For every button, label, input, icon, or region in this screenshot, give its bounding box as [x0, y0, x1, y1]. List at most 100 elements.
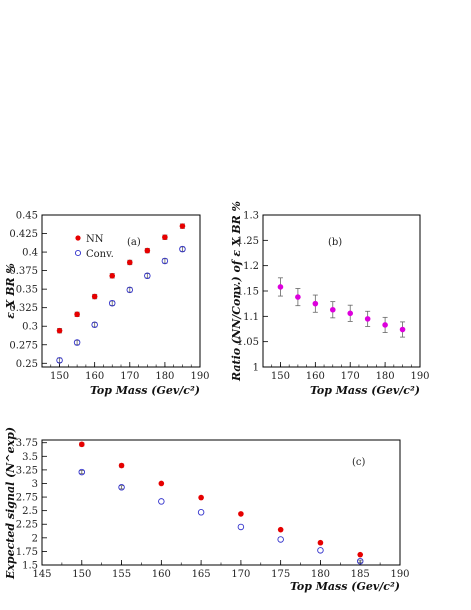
- panel-c-ytick-label: 2.75: [16, 493, 38, 504]
- panel-c-label: (c): [352, 457, 366, 468]
- data-point-filled: [357, 551, 364, 558]
- panel-a-ytick-label: 0.25: [16, 359, 38, 370]
- panel-b-xtick-label: 160: [306, 371, 325, 382]
- panel-c-xtick-label: 175: [271, 569, 290, 580]
- data-point-open: [126, 286, 134, 294]
- data-point-filled: [91, 293, 98, 300]
- panel-c-ytick-label: 2.5: [22, 506, 38, 517]
- data-point-filled: [109, 273, 116, 279]
- panel-c-ytick-label: 2: [32, 533, 38, 544]
- panel-b-xtick-label: 190: [410, 371, 429, 382]
- data-point-open: [197, 509, 205, 516]
- data-point-open: [108, 299, 116, 307]
- panel-a-ytick-label: 0.3: [22, 322, 38, 333]
- data-point-filled: [179, 223, 186, 229]
- panel-a-ytick-label: 0.375: [9, 266, 38, 277]
- panel-a-ylabel: ε X BR %: [4, 263, 17, 319]
- data-point-filled: [238, 511, 244, 517]
- panel-b-ytick-label: 1.3: [243, 211, 259, 222]
- data-point-filled: [118, 462, 125, 469]
- panel-b: 150 160 170 180 190 1 1.05 1.1 1.15 1.2 1.25 1.3 (b…: [230, 201, 430, 397]
- panel-b-ytick-label: 1.1: [243, 312, 259, 323]
- legend-label-nn: NN: [86, 234, 104, 245]
- panel-a-xtick-label: 150: [50, 371, 69, 382]
- data-point-filled: [78, 441, 85, 448]
- panel-b-ytick-label: 1.2: [243, 261, 259, 272]
- panel-c-xtick-label: 155: [112, 569, 131, 580]
- data-point-filled: [295, 294, 301, 300]
- data-point-open: [78, 468, 86, 476]
- panel-a-xlabel: Top Mass (Gev/c²): [90, 384, 200, 397]
- panel-a: 150 160 170 180 190 0.25 0.275 0.3 0.325 0.35 0.37…: [4, 211, 210, 398]
- panel-c-xtick-label: 150: [72, 569, 91, 580]
- data-point-filled: [399, 326, 406, 333]
- panel-b-xtick-label: 180: [376, 371, 395, 382]
- panel-a-ytick-label: 0.275: [9, 340, 38, 351]
- legend-label-conv: Conv.: [86, 249, 114, 260]
- panel-c-xlabel: Top Mass (Gev/c²): [290, 580, 400, 593]
- data-point-filled: [158, 480, 165, 487]
- panel-c-xtick-label: 180: [311, 569, 330, 580]
- data-point-filled: [277, 284, 284, 290]
- panel-b-ytick-label: 1: [253, 363, 259, 374]
- panel-a-legend: NN Conv.: [74, 234, 114, 260]
- panel-a-frame: [41, 214, 201, 368]
- data-point-filled: [364, 316, 371, 322]
- data-point-open: [277, 536, 284, 543]
- panel-c-ytick-label: 3.25: [16, 465, 38, 476]
- panel-a-ytick-label: 0.425: [9, 229, 38, 240]
- panel-c-ytick-label: 2.25: [16, 520, 38, 531]
- data-point-filled: [74, 311, 80, 318]
- data-point-open: [317, 547, 324, 554]
- data-point-filled: [312, 300, 319, 307]
- panel-c-ytick-label: 1.5: [22, 561, 38, 572]
- data-point-open: [161, 257, 169, 265]
- panel-c-ytick-label: 3.5: [22, 452, 38, 463]
- data-point-filled: [317, 539, 324, 546]
- data-point-open: [356, 557, 364, 565]
- panel-c-ylabel: Expected signal (N^exp): [4, 427, 17, 580]
- data-point-open: [56, 357, 63, 364]
- panel-b-xtick-label: 170: [341, 371, 360, 382]
- panel-b-xlabel: Top Mass (Gev/c²): [310, 384, 420, 397]
- data-point-open: [237, 523, 245, 531]
- panel-a-ytick-label: 0.35: [16, 285, 38, 296]
- panel-b-xtick-label: 150: [271, 371, 290, 382]
- panel-c-ytick-label: 3: [32, 479, 38, 490]
- panel-a-xtick-label: 170: [120, 371, 139, 382]
- data-point-filled: [277, 526, 284, 533]
- panel-b-ytick-label: 1.25: [237, 236, 259, 247]
- panel-c-xtick-label: 160: [152, 569, 171, 580]
- panel-a-label: (a): [127, 237, 141, 248]
- panel-c-xtick-label: 165: [192, 569, 211, 580]
- panel-c-frame: [41, 439, 401, 566]
- data-point-filled: [382, 322, 388, 328]
- data-point-open: [73, 339, 81, 346]
- panel-c-ytick-label: 1.75: [16, 547, 38, 558]
- data-point-filled: [198, 494, 204, 501]
- data-point-filled: [347, 310, 354, 317]
- panel-b-label: (b): [328, 237, 342, 248]
- panel-b-ytick-label: 1.05: [237, 337, 259, 348]
- data-point-open: [179, 245, 186, 253]
- panel-c-xtick-label: 170: [231, 569, 250, 580]
- data-point-filled: [162, 234, 168, 241]
- panel-c-xtick-label: 185: [351, 569, 370, 580]
- panel-b-ytick-label: 1.15: [237, 287, 259, 298]
- panel-c-xtick-label: 190: [390, 569, 409, 580]
- data-point-filled: [56, 327, 63, 334]
- panel-a-xtick-label: 180: [155, 371, 174, 382]
- panel-a-xtick-label: 160: [85, 371, 104, 382]
- legend-marker-nn: [75, 235, 81, 241]
- data-point-filled: [144, 247, 151, 254]
- panel-a-ytick-label: 0.45: [16, 211, 38, 222]
- panel-a-xtick-label: 190: [190, 371, 209, 382]
- panel-c-ytick-label: 3.75: [16, 438, 38, 449]
- panel-c-xtick-label: 145: [32, 569, 51, 580]
- data-point-open: [144, 272, 151, 280]
- panel-c: 145 150 155 160 165 170 175 180 185 190 1.5 1.75 2 2.…: [4, 427, 410, 593]
- panel-a-ytick-label: 0.4: [22, 248, 38, 259]
- data-point-open: [118, 484, 125, 491]
- panel-a-ytick-label: 0.325: [9, 303, 38, 314]
